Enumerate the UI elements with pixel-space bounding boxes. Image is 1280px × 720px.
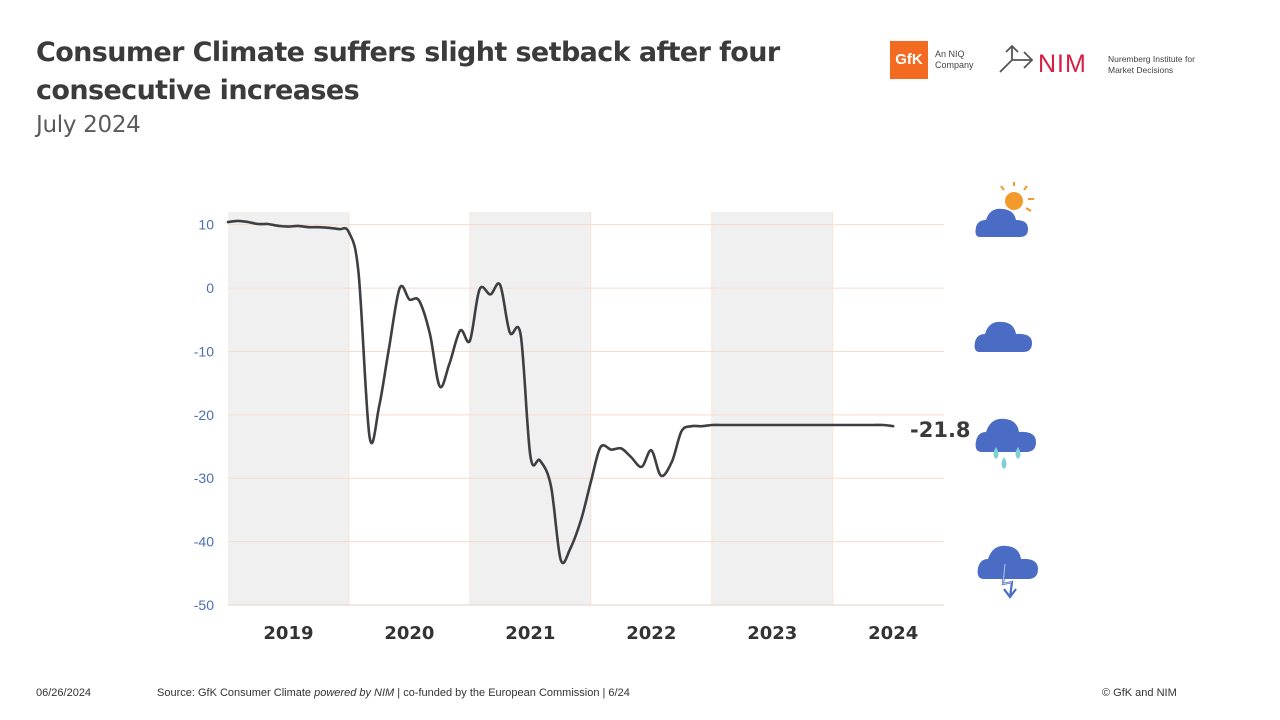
- series-line: [226, 219, 895, 565]
- y-axis-ticks: 10 0 -10 -20 -30 -40 -50: [194, 217, 214, 613]
- y-tick-label: -50: [194, 597, 214, 613]
- y-tick-label: 0: [206, 280, 214, 296]
- x-tick-label: 2019: [263, 623, 313, 644]
- x-tick-label: 2021: [505, 623, 555, 644]
- year-bands: [228, 212, 834, 605]
- year-band-2021: [469, 212, 591, 605]
- y-tick-label: -20: [194, 407, 214, 423]
- x-tick-label: 2024: [868, 623, 918, 644]
- page-title: Consumer Climate suffers slight setback …: [36, 37, 780, 106]
- y-tick-label: -40: [194, 534, 214, 550]
- consumer-climate-chart: 100-10-20-30-40-50 2019 2020 2021 2022 2023 2…: [194, 212, 971, 644]
- year-band-2023: [711, 212, 833, 605]
- x-tick-label: 2022: [626, 623, 676, 644]
- gfk-logo: GfK: [890, 41, 928, 79]
- y-tick-label: 10: [198, 217, 214, 233]
- footer-copyright: © GfK and NIM: [1102, 687, 1177, 699]
- y-tick-label: -10: [194, 343, 214, 359]
- x-tick-label: 2020: [384, 623, 434, 644]
- year-band-2019: [228, 212, 349, 605]
- x-tick-label: 2023: [747, 623, 797, 644]
- nim-logo-subtitle: Nuremberg Institute for Market Decisions: [1108, 54, 1195, 75]
- y-tick-label: -30: [194, 470, 214, 486]
- rain-cloud-icon: [975, 418, 1036, 469]
- x-axis-labels: 2019 2020 2021 2022 2023 2024: [263, 623, 918, 644]
- cloud-icon: [974, 321, 1032, 352]
- storm-cloud-icon: [977, 545, 1038, 599]
- gfk-logo-subtitle: An NIQ Company: [935, 49, 974, 70]
- gridlines: [228, 224, 944, 606]
- nim-logo: NIM: [1038, 50, 1087, 78]
- nim-arrow-icon: [999, 44, 1034, 73]
- footer-date: 06/26/2024: [36, 687, 92, 699]
- last-value-label: -21.8: [910, 418, 971, 442]
- page-subtitle: July 2024: [36, 112, 141, 138]
- sun-cloud-icon: [975, 182, 1034, 237]
- footer-source: Source: GfK Consumer Climate powered by …: [157, 687, 630, 699]
